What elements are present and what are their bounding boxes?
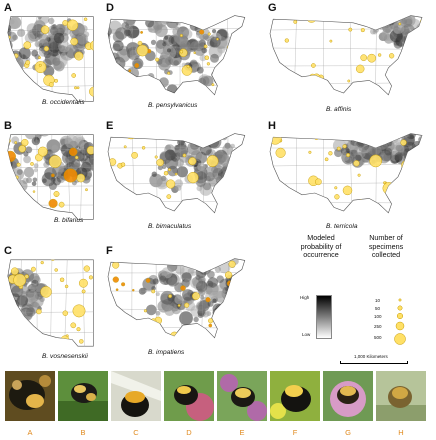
bee-photo-g	[323, 371, 373, 421]
legend: Modeled probability of occurrence Number…	[290, 232, 430, 367]
count-circle	[398, 298, 402, 302]
count-label: 100	[374, 314, 382, 319]
species-label: B. pensylvanicus	[148, 102, 198, 109]
photo-label: F	[292, 428, 298, 437]
panel-letter: G	[268, 2, 277, 14]
photo-label: D	[186, 428, 192, 437]
panel-e: E B. bimaculatus	[104, 120, 256, 232]
gradient-high-label: High	[300, 295, 310, 300]
scale-bar	[340, 361, 408, 364]
map-us	[269, 15, 423, 96]
panel-h: H B. terricola	[266, 120, 434, 232]
map-west	[7, 259, 94, 347]
count-circle	[394, 333, 406, 345]
map-us	[107, 258, 246, 339]
species-label: B. occidentalis	[42, 99, 85, 106]
map-west	[7, 134, 94, 220]
count-circle	[396, 312, 404, 320]
gradient-low-label: Low	[302, 332, 311, 337]
bee-photo-d	[164, 371, 214, 421]
panel-d: D B. pensylvanicus	[104, 2, 256, 114]
photo-label: E	[239, 428, 245, 437]
count-label: 50	[375, 306, 381, 311]
bee-photo-b	[58, 371, 108, 421]
species-label: B. terricola	[326, 223, 358, 230]
panel-letter: B	[4, 120, 12, 132]
panel-letter: A	[4, 2, 12, 14]
panel-letter: D	[106, 2, 114, 14]
photo-label: G	[345, 428, 351, 437]
probability-title: Modeled probability of occurrence	[300, 233, 342, 259]
count-title: Number of specimens collected	[368, 233, 404, 259]
map-west	[7, 16, 94, 102]
panel-g: G B. affinis	[266, 2, 434, 114]
species-label: B. bifarius	[54, 217, 84, 224]
map-us	[107, 133, 246, 214]
panel-f: F B. impatiens	[104, 245, 256, 357]
photo-label: B	[80, 428, 86, 437]
map-us	[269, 133, 423, 214]
bee-photo-f	[270, 371, 320, 421]
panel-letter: C	[4, 245, 12, 257]
probability-gradient-bar	[316, 295, 332, 339]
count-label: 500	[374, 335, 382, 340]
map-us	[107, 15, 246, 96]
panel-b: B B. bifarius	[2, 120, 102, 236]
count-label: 10	[375, 298, 381, 303]
bee-photo-c	[111, 371, 161, 421]
panel-letter: F	[106, 245, 113, 257]
photo-label: C	[133, 428, 139, 437]
bee-photo-h	[376, 371, 426, 421]
panel-letter: H	[268, 120, 276, 132]
species-label: B. vosnesenskii	[42, 353, 88, 360]
species-label: B. impatiens	[148, 349, 185, 356]
count-circle	[395, 321, 405, 331]
panel-c: C B. vosnesenskii	[2, 245, 102, 363]
count-label: 250	[374, 324, 382, 329]
count-circles	[394, 298, 406, 345]
panel-a: A B. occidentalis	[2, 2, 102, 118]
scale-label: 1,000 Kilometers	[354, 354, 388, 359]
bee-photo-a	[5, 371, 55, 421]
count-circle	[397, 305, 403, 311]
species-label: B. bimaculatus	[148, 223, 192, 230]
photo-label: A	[27, 428, 33, 437]
bee-photo-e	[217, 371, 267, 421]
panel-letter: E	[106, 120, 114, 132]
photo-label: H	[398, 428, 404, 437]
species-label: B. affinis	[326, 106, 352, 113]
